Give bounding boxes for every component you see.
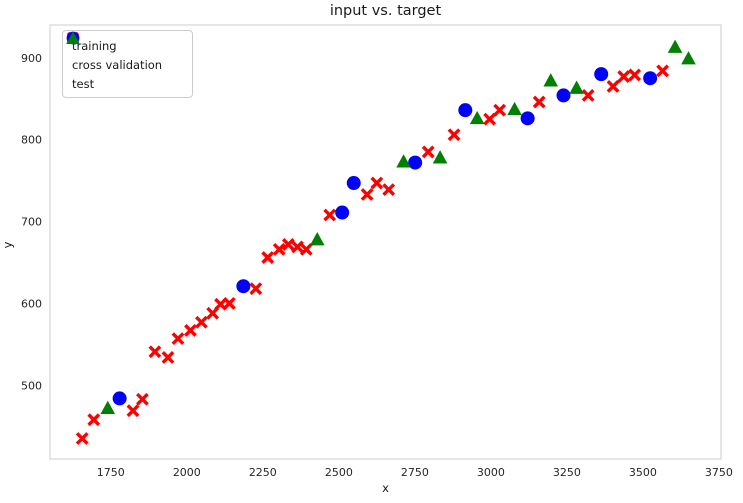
x-tick-labels: 1750 2000 2250 2500 2750 3000 3250 3500 3750 xyxy=(97,466,733,479)
legend: training cross validation test xyxy=(62,30,193,98)
data-point xyxy=(100,400,116,415)
data-point xyxy=(126,404,140,418)
data-point xyxy=(617,70,631,83)
data-point xyxy=(569,80,584,94)
data-point xyxy=(556,88,571,103)
x-tick-label: 2750 xyxy=(401,466,429,479)
data-point xyxy=(469,110,485,125)
data-point xyxy=(360,188,374,201)
data-point xyxy=(643,71,658,86)
y-tick-label: 700 xyxy=(21,216,42,229)
data-point xyxy=(184,324,197,337)
data-point xyxy=(112,391,127,406)
legend-item-test: test xyxy=(63,31,192,93)
data-point xyxy=(222,297,236,310)
x-tick-label: 3500 xyxy=(629,466,657,479)
legend-label: test xyxy=(72,76,95,91)
data-point xyxy=(236,279,251,294)
x-tick-label: 3250 xyxy=(553,466,581,479)
y-axis-label: y xyxy=(0,241,15,249)
data-point xyxy=(408,155,423,170)
data-point xyxy=(581,89,595,102)
data-point xyxy=(667,39,683,53)
data-point xyxy=(335,205,350,220)
y-tick-label: 800 xyxy=(21,134,42,147)
x-tick-label: 3750 xyxy=(705,466,733,479)
data-point xyxy=(507,101,522,116)
x-tick-label: 2500 xyxy=(325,466,353,479)
y-tick-label: 500 xyxy=(21,379,42,392)
data-point xyxy=(656,64,670,78)
data-point xyxy=(87,413,101,427)
legend-item-cross-validation: cross validation xyxy=(63,31,192,74)
data-point xyxy=(161,351,175,364)
data-point xyxy=(272,242,286,256)
data-point xyxy=(382,183,396,196)
data-point xyxy=(483,112,497,126)
data-point xyxy=(606,80,620,93)
data-point xyxy=(532,95,546,109)
data-point xyxy=(249,282,263,296)
data-point xyxy=(291,240,304,254)
data-point xyxy=(396,154,411,168)
legend-label: cross validation xyxy=(72,57,163,72)
data-point xyxy=(628,68,642,82)
data-point xyxy=(458,103,473,118)
series-training xyxy=(75,64,670,445)
data-point xyxy=(261,251,275,264)
series-test xyxy=(100,39,696,415)
data-point xyxy=(594,67,609,82)
x-tick-label: 2250 xyxy=(249,466,277,479)
data-point xyxy=(421,145,435,159)
data-point xyxy=(309,232,325,246)
data-point xyxy=(346,176,361,191)
x-tick-label: 1750 xyxy=(97,466,125,479)
x-axis-label: x xyxy=(382,481,389,495)
data-point xyxy=(148,345,162,359)
data-point xyxy=(195,315,208,329)
x-tick-label: 2000 xyxy=(173,466,201,479)
data-point xyxy=(323,208,337,222)
data-point xyxy=(681,51,696,65)
data-point xyxy=(447,128,461,142)
data-point xyxy=(493,103,507,117)
data-point xyxy=(543,73,559,87)
data-point xyxy=(75,432,89,445)
data-point xyxy=(136,392,149,406)
data-point xyxy=(370,176,384,190)
chart-title: input vs. target xyxy=(329,3,442,19)
y-tick-label: 600 xyxy=(21,297,42,310)
data-point xyxy=(281,238,295,251)
data-point xyxy=(171,332,185,346)
y-tick-labels: 500 600 700 800 900 xyxy=(21,52,42,393)
y-tick-label: 900 xyxy=(21,52,42,65)
data-point xyxy=(432,150,448,164)
legend-label: training xyxy=(72,38,117,53)
data-point xyxy=(520,111,535,126)
series-layer xyxy=(75,39,696,445)
data-point xyxy=(299,242,313,256)
test-triangle-icon xyxy=(66,31,80,44)
x-tick-label: 3000 xyxy=(477,466,505,479)
series-cross-validation xyxy=(112,67,658,406)
